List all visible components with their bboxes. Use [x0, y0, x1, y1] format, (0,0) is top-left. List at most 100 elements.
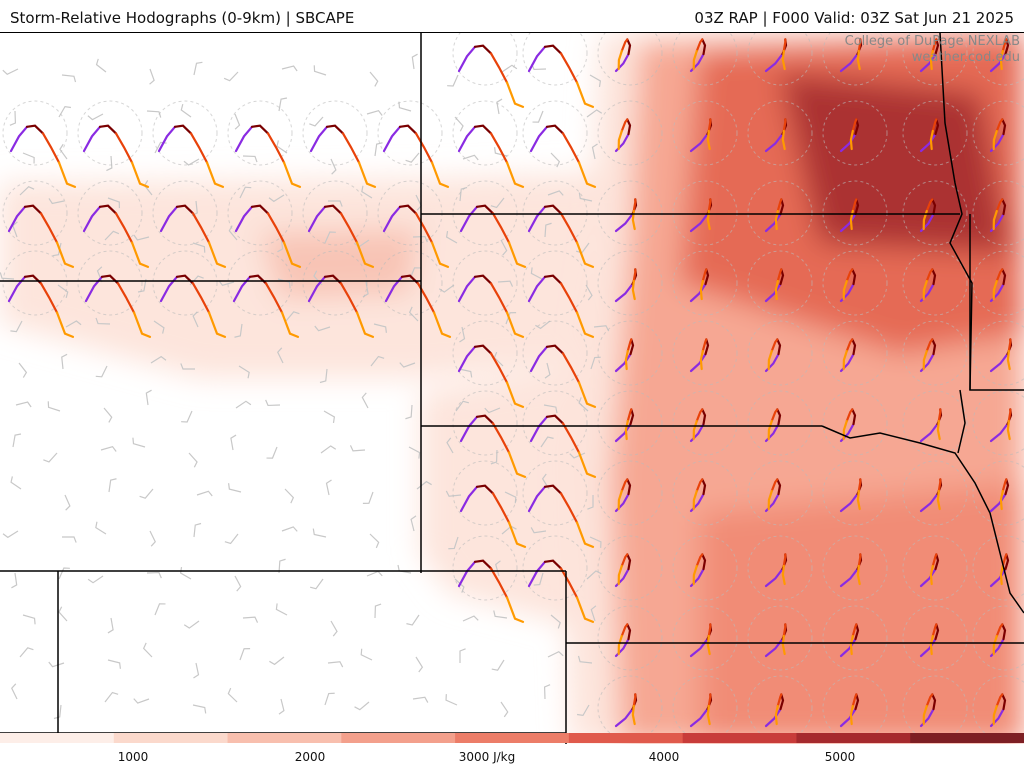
hodograph-80-segment-1	[934, 553, 940, 571]
hodograph-ring-35	[972, 180, 1024, 246]
hodograph-rings	[2, 33, 1024, 741]
hodograph-ring-51	[522, 320, 588, 386]
hodograph-23-segment-2	[114, 212, 134, 244]
hodograph-ring-14	[452, 100, 518, 166]
wind-barb-222	[543, 684, 551, 700]
wind-barb-104	[277, 347, 284, 364]
hodograph-ring-50	[452, 320, 518, 386]
hodograph-25-segment-0	[234, 205, 254, 233]
wind-barb-107	[399, 362, 416, 368]
hodograph-87-segment-2	[995, 623, 1004, 638]
hodograph-61-segment-1	[701, 408, 707, 426]
hodograph-81-segment-0	[989, 568, 1007, 588]
hodograph-ring-59	[522, 390, 588, 456]
hodograph-ring-10	[152, 100, 218, 166]
hodograph-50-segment-3	[505, 381, 525, 408]
hodograph-80-segment-0	[919, 568, 937, 588]
hodograph-31-segment-2	[707, 198, 712, 213]
wind-barb-221	[500, 701, 509, 718]
wind-barb-8	[369, 71, 379, 87]
hodograph-10-segment-2	[189, 132, 209, 164]
hodograph-77-segment-2	[695, 553, 704, 568]
wind-barb-119	[323, 410, 336, 424]
hodograph-59-segment-3	[577, 451, 597, 478]
wind-barb-101	[150, 355, 167, 364]
hodograph-ring-79	[822, 535, 888, 601]
hodograph-81-segment-2	[1001, 553, 1008, 568]
hodograph-28-segment-3	[507, 241, 527, 268]
wind-barb-108	[458, 368, 473, 378]
hodograph-62-segment-1	[776, 408, 782, 426]
hodograph-ring-60	[597, 390, 663, 456]
wind-barb-18	[180, 103, 192, 118]
wind-barb-137	[490, 449, 498, 465]
wind-barb-172	[179, 566, 192, 580]
wind-barb-185	[154, 603, 166, 616]
wind-barb-12	[531, 63, 547, 71]
wind-barb-82	[530, 267, 543, 280]
hodograph-26-segment-0	[307, 205, 327, 233]
hodograph-75-segment-3	[575, 596, 595, 623]
hodograph-4-segment-0	[764, 53, 784, 73]
hodograph-91-segment-1	[854, 693, 860, 711]
hodograph-90-segment-0	[764, 708, 782, 728]
hodograph-ring-44	[597, 250, 663, 316]
hodograph-ring-29	[522, 180, 588, 246]
hodograph-3-segment-1	[701, 38, 707, 56]
hodograph-67-segment-1	[543, 484, 563, 495]
wind-barb-121	[405, 404, 413, 420]
hodograph-75-segment-1	[543, 559, 563, 570]
map-panel[interactable]	[0, 32, 1024, 744]
wind-barb-34	[276, 140, 288, 154]
hodograph-66-segment-3	[507, 521, 527, 548]
hodograph-23-segment-3	[130, 241, 150, 268]
wind-barb-96	[535, 320, 551, 330]
wind-barb-200	[193, 662, 200, 679]
hodograph-ring-64	[902, 390, 968, 456]
hodograph-50-segment-1	[473, 344, 493, 355]
hodograph-ring-69	[672, 460, 738, 526]
cape-region-1	[420, 363, 600, 633]
state-border-12	[957, 389, 966, 454]
wind-barb-167	[589, 536, 602, 548]
wind-barb-100	[95, 365, 108, 378]
wind-barb-130	[188, 452, 198, 468]
wind-barb-166	[530, 527, 547, 534]
hodograph-7-segment-1	[1004, 38, 1010, 56]
hodograph-ring-7	[972, 33, 1024, 86]
wind-barb-21	[309, 116, 324, 127]
hodograph-52-segment-1	[629, 338, 635, 356]
hodograph-82-segment-2	[620, 623, 629, 638]
hodograph-89-segment-0	[689, 708, 709, 728]
hodograph-20-segment-0	[919, 133, 937, 153]
hodograph-32-segment-1	[779, 198, 785, 216]
hodograph-ring-61	[672, 390, 738, 456]
hodograph-ring-63	[822, 390, 888, 456]
wind-barb-6	[281, 65, 298, 72]
wind-barb-71	[57, 284, 69, 299]
hodograph-28-segment-1	[475, 204, 495, 215]
wind-barb-205	[415, 656, 424, 673]
hodograph-46-segment-0	[764, 283, 782, 303]
hodograph-91-segment-0	[839, 708, 857, 728]
hodographs	[7, 38, 1013, 728]
wind-barb-85	[65, 320, 82, 328]
wind-barb-150	[445, 490, 462, 497]
hodograph-77-segment-1	[701, 553, 707, 571]
hodograph-5-segment-0	[839, 53, 859, 73]
wind-barb-116	[181, 410, 193, 423]
wind-barb-26	[532, 110, 544, 123]
hodograph-73-segment-0	[989, 493, 1007, 513]
hodograph-40-segment-2	[339, 282, 359, 314]
hodograph-7-segment-0	[989, 53, 1007, 73]
wind-barb-204	[360, 648, 373, 661]
wind-barb-118	[265, 399, 281, 407]
hodograph-25-segment-3	[282, 241, 302, 268]
hodograph-ring-24	[152, 180, 218, 246]
hodograph-ring-27	[377, 180, 443, 246]
hodograph-6-segment-2	[931, 38, 938, 53]
wind-barb-196	[19, 647, 34, 658]
hodograph-16-segment-1	[626, 118, 632, 136]
wind-barb-203	[327, 661, 344, 668]
wind-barb-86	[95, 317, 111, 325]
